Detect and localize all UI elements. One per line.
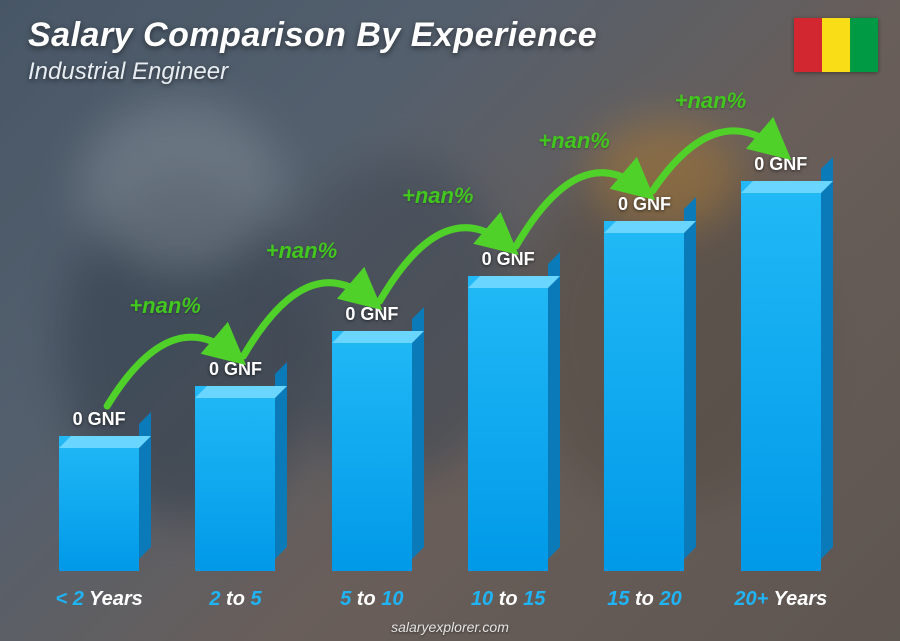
bar-value-label: 0 GNF xyxy=(754,154,807,175)
bar-column: 0 GNF xyxy=(313,304,431,571)
bar-value-label: 0 GNF xyxy=(482,249,535,270)
bar-value-label: 0 GNF xyxy=(618,194,671,215)
bar-chart: 0 GNF 0 GNF 0 GNF 0 GNF 0 GNF 0 GNF +nan% +nan… xyxy=(40,120,840,571)
bar xyxy=(195,386,275,571)
bar xyxy=(604,221,684,571)
increase-pct-label: +nan% xyxy=(129,293,201,319)
chart-title: Salary Comparison By Experience xyxy=(28,16,597,55)
bar-column: 0 GNF xyxy=(722,154,840,571)
attribution-text: salaryexplorer.com xyxy=(0,619,900,635)
bar-value-label: 0 GNF xyxy=(209,359,262,380)
flag-stripe-1 xyxy=(794,18,822,72)
x-axis: < 2 Years 2 to 5 5 to 10 10 to 15 15 to 20 20… xyxy=(40,588,840,611)
x-axis-label: 2 to 5 xyxy=(176,588,294,611)
increase-pct-label: +nan% xyxy=(402,183,474,209)
x-axis-label: 20+ Years xyxy=(722,588,840,611)
bar xyxy=(468,276,548,571)
country-flag-guinea xyxy=(794,18,878,72)
bar xyxy=(332,331,412,571)
bar-column: 0 GNF xyxy=(40,409,158,571)
flag-stripe-2 xyxy=(822,18,850,72)
x-axis-label: 15 to 20 xyxy=(585,588,703,611)
bar-column: 0 GNF xyxy=(449,249,567,571)
x-axis-label: 5 to 10 xyxy=(313,588,431,611)
bar-value-label: 0 GNF xyxy=(345,304,398,325)
infographic-stage: Salary Comparison By Experience Industri… xyxy=(0,0,900,641)
x-axis-label: < 2 Years xyxy=(40,588,158,611)
chart-subtitle: Industrial Engineer xyxy=(28,58,228,86)
bar-value-label: 0 GNF xyxy=(73,409,126,430)
bar-column: 0 GNF xyxy=(585,194,703,571)
increase-pct-label: +nan% xyxy=(266,238,338,264)
bar-column: 0 GNF xyxy=(176,359,294,571)
increase-pct-label: +nan% xyxy=(538,128,610,154)
increase-pct-label: +nan% xyxy=(675,88,747,114)
x-axis-label: 10 to 15 xyxy=(449,588,567,611)
bar xyxy=(741,181,821,571)
flag-stripe-3 xyxy=(850,18,878,72)
bar xyxy=(59,436,139,571)
